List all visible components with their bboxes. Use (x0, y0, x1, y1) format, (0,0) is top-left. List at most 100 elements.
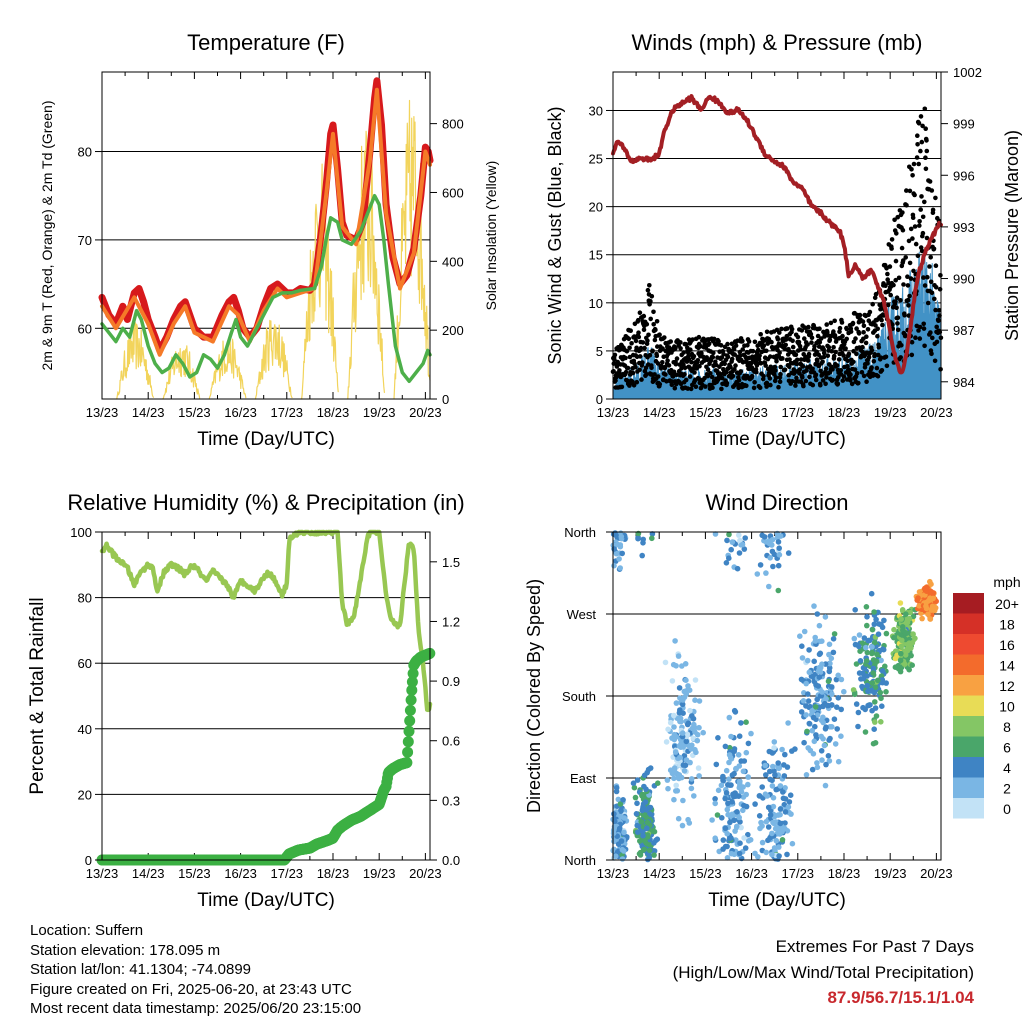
direction-point (639, 807, 646, 814)
y-tick-label: 30 (589, 103, 603, 118)
gust-point (864, 379, 869, 385)
direction-point (676, 685, 683, 691)
direction-point (785, 720, 791, 726)
gust-point (757, 385, 763, 391)
direction-point (678, 718, 684, 725)
direction-point (745, 774, 751, 780)
gust-point (891, 282, 896, 288)
direction-point (634, 800, 640, 807)
x-tick-label: 19/23 (363, 866, 396, 881)
direction-point (776, 545, 782, 551)
direction-point (864, 622, 870, 629)
x-tick-label: 18/23 (317, 866, 350, 881)
gust-point (718, 343, 724, 348)
direction-point (902, 652, 909, 658)
y2-tick-label: 0.9 (442, 674, 460, 689)
gust-point (820, 378, 826, 383)
direction-point (736, 850, 743, 857)
precip-point (402, 736, 414, 748)
direction-point (875, 677, 881, 684)
direction-point (767, 768, 773, 775)
direction-point (723, 560, 730, 566)
direction-point (767, 776, 773, 783)
direction-point (816, 622, 823, 629)
direction-point (644, 834, 651, 840)
direction-point (814, 696, 820, 703)
direction-point (804, 657, 811, 664)
direction-point (611, 838, 617, 844)
direction-point (614, 541, 621, 548)
direction-point (679, 730, 686, 736)
gust-point (627, 345, 632, 351)
gust-point (623, 369, 629, 375)
gust-point (644, 371, 649, 377)
gust-point (883, 283, 888, 289)
gust-point (920, 230, 926, 236)
gust-point (688, 347, 693, 353)
direction-point (927, 616, 934, 622)
direction-point (838, 676, 845, 683)
gust-point (874, 365, 880, 371)
gust-point (895, 214, 900, 220)
direction-point (871, 726, 877, 732)
gust-point (933, 195, 938, 201)
direction-point (769, 542, 775, 548)
gust-point (893, 258, 899, 264)
gust-point (657, 332, 662, 338)
gust-point (838, 368, 844, 373)
gust-point (802, 336, 807, 341)
gust-point (902, 333, 908, 339)
precip-point (405, 694, 417, 706)
gust-point (910, 173, 915, 178)
gust-point (780, 356, 785, 361)
direction-point (633, 811, 640, 817)
gust-point (708, 371, 713, 376)
direction-point (745, 740, 752, 747)
gust-point (883, 354, 889, 360)
direction-point (867, 702, 873, 708)
direction-point (815, 683, 822, 689)
direction-point (665, 726, 671, 733)
gust-point (778, 364, 783, 370)
gust-point (768, 382, 773, 388)
gust-point (875, 326, 880, 332)
gust-point (913, 335, 918, 341)
direction-point (621, 815, 628, 821)
direction-point (775, 764, 782, 771)
direction-point (655, 780, 661, 786)
direction-point (635, 535, 641, 542)
direction-point (720, 773, 726, 780)
direction-point (830, 636, 837, 642)
gust-point (794, 361, 800, 367)
gust-point (789, 326, 795, 332)
direction-point (736, 532, 742, 538)
direction-point (810, 714, 817, 721)
direction-point (764, 793, 770, 799)
gust-point (807, 374, 812, 380)
gust-point (835, 381, 841, 387)
gust-point (693, 384, 699, 390)
gust-point (900, 210, 905, 215)
direction-point (786, 799, 793, 805)
direction-point (723, 767, 730, 774)
direction-point (726, 531, 732, 538)
solar-trace (162, 345, 201, 400)
direction-point (771, 745, 777, 751)
direction-point (681, 688, 688, 695)
gust-point (678, 346, 683, 351)
gust-point (740, 338, 745, 344)
direction-point (826, 641, 833, 648)
gust-point (830, 377, 836, 383)
gust-point (827, 337, 833, 343)
gust-point (642, 345, 647, 351)
gust-point (849, 381, 855, 387)
direction-point (892, 655, 899, 662)
y-tick-label: 80 (78, 591, 92, 606)
direction-point (712, 835, 718, 841)
direction-point (732, 709, 739, 715)
gust-point (806, 351, 812, 357)
direction-point (878, 657, 884, 664)
direction-point (736, 814, 742, 821)
gust-point (682, 372, 687, 377)
gust-point (917, 336, 923, 341)
